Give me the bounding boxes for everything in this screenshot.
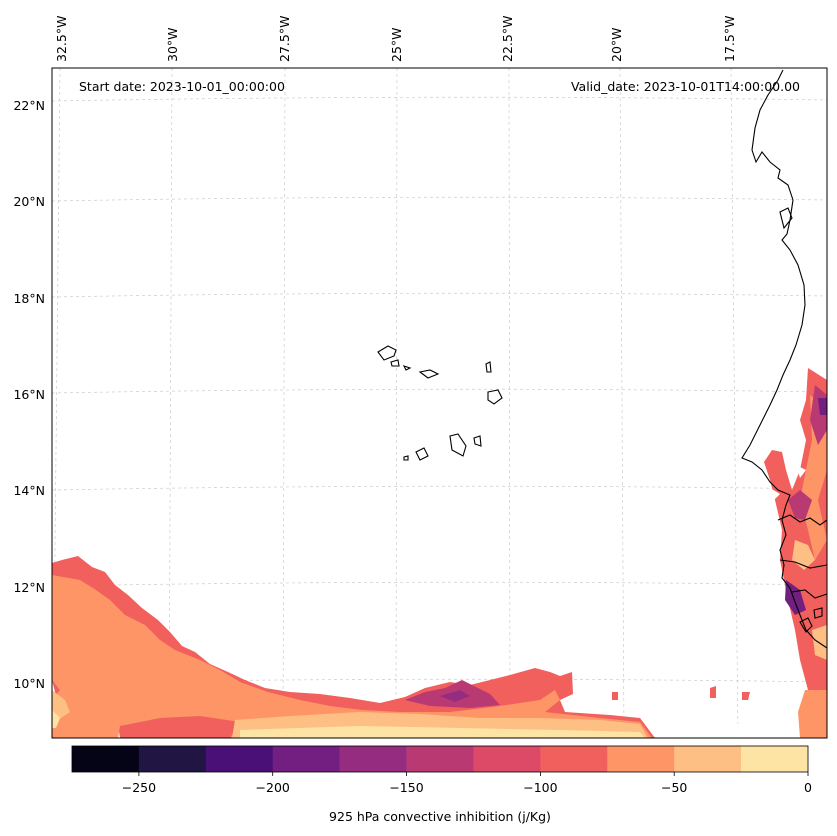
lat-label: 10°N bbox=[13, 676, 45, 691]
lon-label: 22.5°W bbox=[500, 16, 515, 62]
cin-patches bbox=[612, 686, 750, 700]
coast-inlet-3 bbox=[779, 559, 828, 569]
coast-inlet-1 bbox=[779, 207, 793, 230]
fogo bbox=[415, 447, 429, 461]
colorbar-segment bbox=[607, 746, 675, 772]
lon-label: 20°W bbox=[609, 27, 624, 62]
cin-band-light bbox=[52, 690, 648, 738]
coastlines bbox=[741, 69, 828, 649]
lat-label: 18°N bbox=[13, 291, 45, 306]
cin-holes-east bbox=[690, 720, 740, 738]
colorbar-tick-label: 0 bbox=[804, 780, 812, 795]
lat-label: 20°N bbox=[13, 194, 45, 209]
cin-band-lightest bbox=[52, 710, 645, 738]
cabo-verde-islands bbox=[377, 345, 503, 461]
colorbar-segment bbox=[674, 746, 742, 772]
colorbar-tick-label: −200 bbox=[256, 780, 290, 795]
lon-label: 30°W bbox=[165, 27, 180, 62]
santa-luzia bbox=[402, 365, 412, 371]
coast-inlet-4 bbox=[791, 589, 828, 599]
colorbar-segment bbox=[741, 746, 809, 772]
colorbar-segment bbox=[205, 746, 274, 772]
colorbar-segment bbox=[72, 746, 140, 772]
lat-label: 22°N bbox=[13, 98, 45, 113]
cin-east-light bbox=[792, 540, 827, 660]
lon-label: 25°W bbox=[389, 27, 404, 62]
map-background bbox=[52, 68, 827, 738]
lat-label: 12°N bbox=[13, 580, 45, 595]
colorbar-segment bbox=[406, 746, 474, 772]
colorbar-segment bbox=[272, 746, 340, 772]
lon-label: 32.5°W bbox=[54, 16, 69, 62]
colorbar-tick-label: −50 bbox=[661, 780, 687, 795]
lat-label: 14°N bbox=[13, 483, 45, 498]
colorbar-segment bbox=[473, 746, 541, 772]
cin-band-orange bbox=[52, 575, 652, 738]
colorbar-title: 925 hPa convective inhibition (j/Kg) bbox=[329, 809, 551, 824]
brava bbox=[403, 455, 409, 461]
cin-contours-south bbox=[52, 556, 827, 738]
colorbar-segment bbox=[138, 746, 207, 772]
lat-label: 16°N bbox=[13, 387, 45, 402]
cin-east-purple bbox=[785, 398, 827, 615]
lon-label: 27.5°W bbox=[277, 16, 292, 62]
sao-nicolau bbox=[418, 369, 440, 379]
colorbar-segment bbox=[540, 746, 608, 772]
santiago bbox=[449, 433, 467, 457]
start-date-label: Start date: 2023-10-01_00:00:00 bbox=[79, 79, 285, 94]
cin-east-holes bbox=[770, 465, 806, 500]
colorbar-tick-label: −100 bbox=[523, 780, 557, 795]
lon-label: 17.5°W bbox=[722, 16, 737, 62]
cin-east-south bbox=[798, 690, 827, 738]
coast-inlet-2 bbox=[777, 514, 828, 526]
colorbar-frame bbox=[71, 745, 809, 773]
colorbar-tick-label: −250 bbox=[122, 780, 156, 795]
maio bbox=[473, 435, 482, 447]
africa-coast bbox=[741, 69, 828, 649]
cin-band-deep bbox=[440, 690, 470, 702]
colorbar-tick-label: −150 bbox=[389, 780, 423, 795]
santo-antao bbox=[377, 345, 397, 361]
cin-band-west bbox=[60, 585, 195, 670]
valid-date-label: Valid_date: 2023-10-01T14:00:00.00 bbox=[571, 79, 800, 94]
colorbar bbox=[72, 746, 809, 772]
sao-vicente bbox=[390, 359, 400, 367]
colorbar-tick-marks bbox=[138, 772, 809, 776]
cin-east-magenta bbox=[788, 385, 827, 520]
sal bbox=[485, 361, 492, 373]
map-frame bbox=[51, 67, 828, 739]
bissagos-islands bbox=[799, 607, 823, 633]
boa-vista bbox=[487, 389, 503, 405]
colorbar-segment bbox=[339, 746, 407, 772]
